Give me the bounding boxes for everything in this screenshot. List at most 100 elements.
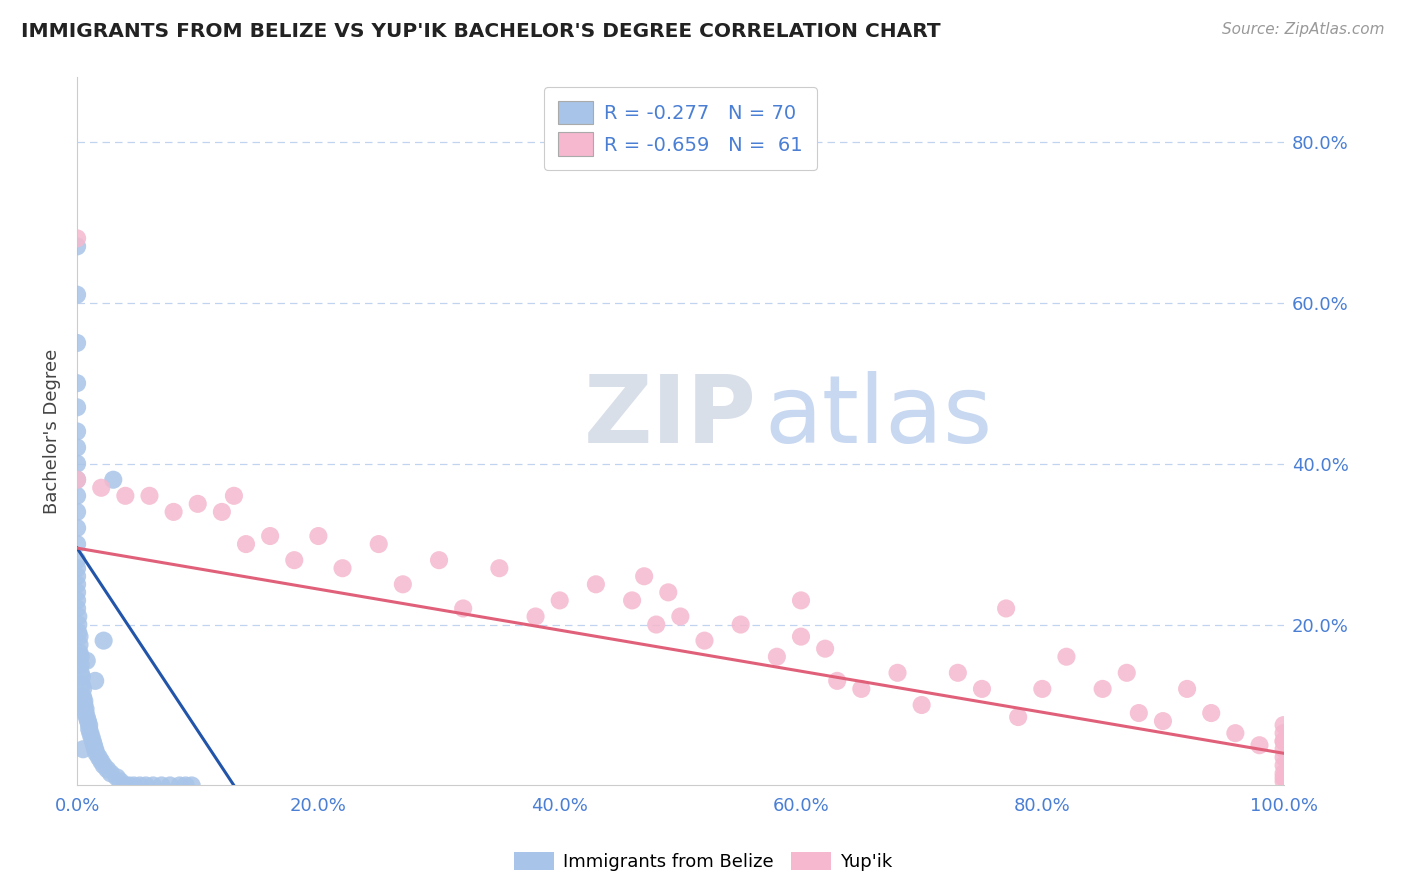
Point	[235, 537, 257, 551]
Point	[1152, 714, 1174, 728]
Point	[66, 473, 89, 487]
Point	[427, 553, 450, 567]
Point	[851, 681, 873, 696]
Text: atlas: atlas	[765, 371, 993, 463]
Point	[77, 722, 100, 736]
Point	[114, 489, 136, 503]
Point	[86, 746, 108, 760]
Text: IMMIGRANTS FROM BELIZE VS YUP'IK BACHELOR'S DEGREE CORRELATION CHART: IMMIGRANTS FROM BELIZE VS YUP'IK BACHELO…	[21, 22, 941, 41]
Point	[169, 779, 191, 793]
Point	[1272, 742, 1295, 756]
Point	[645, 617, 668, 632]
Point	[77, 714, 100, 728]
Point	[1054, 649, 1077, 664]
Point	[69, 646, 91, 660]
Point	[1091, 681, 1114, 696]
Point	[73, 698, 96, 712]
Point	[114, 779, 136, 793]
Point	[766, 649, 789, 664]
Point	[67, 617, 90, 632]
Point	[84, 673, 107, 688]
Point	[75, 706, 97, 720]
Point	[135, 779, 157, 793]
Point	[90, 481, 112, 495]
Point	[1272, 734, 1295, 748]
Point	[790, 630, 813, 644]
Point	[730, 617, 752, 632]
Point	[66, 425, 89, 439]
Point	[66, 335, 89, 350]
Point	[72, 742, 94, 756]
Point	[669, 609, 692, 624]
Point	[66, 441, 89, 455]
Point	[1272, 726, 1295, 740]
Point	[138, 489, 160, 503]
Point	[66, 401, 89, 415]
Point	[110, 774, 132, 789]
Point	[1272, 774, 1295, 789]
Point	[66, 577, 89, 591]
Point	[96, 763, 118, 777]
Point	[174, 779, 197, 793]
Point	[995, 601, 1018, 615]
Point	[66, 585, 89, 599]
Point	[66, 376, 89, 391]
Point	[70, 678, 93, 692]
Point	[488, 561, 510, 575]
Point	[1272, 718, 1295, 732]
Point	[307, 529, 329, 543]
Point	[1249, 738, 1271, 752]
Point	[93, 633, 115, 648]
Point	[657, 585, 679, 599]
Point	[150, 779, 173, 793]
Point	[1272, 734, 1295, 748]
Point	[75, 702, 97, 716]
Point	[886, 665, 908, 680]
Point	[392, 577, 415, 591]
Point	[911, 698, 934, 712]
Point	[118, 779, 141, 793]
Point	[633, 569, 655, 583]
Text: ZIP: ZIP	[583, 371, 756, 463]
Point	[548, 593, 571, 607]
Point	[66, 287, 89, 301]
Point	[100, 766, 122, 780]
Point	[93, 758, 115, 772]
Point	[72, 681, 94, 696]
Point	[66, 593, 89, 607]
Point	[1031, 681, 1053, 696]
Point	[72, 690, 94, 704]
Point	[69, 638, 91, 652]
Point	[825, 673, 848, 688]
Point	[87, 750, 110, 764]
Point	[66, 521, 89, 535]
Point	[66, 569, 89, 583]
Legend: Immigrants from Belize, Yup'ik: Immigrants from Belize, Yup'ik	[506, 845, 900, 879]
Point	[79, 726, 101, 740]
Point	[162, 505, 184, 519]
Point	[1199, 706, 1222, 720]
Point	[83, 738, 105, 752]
Point	[159, 779, 181, 793]
Point	[1272, 758, 1295, 772]
Point	[180, 779, 202, 793]
Point	[67, 625, 90, 640]
Point	[211, 505, 233, 519]
Point	[69, 630, 91, 644]
Point	[128, 779, 150, 793]
Point	[69, 649, 91, 664]
Point	[66, 231, 89, 245]
Point	[1175, 681, 1198, 696]
Point	[946, 665, 969, 680]
Point	[259, 529, 281, 543]
Point	[187, 497, 209, 511]
Text: Source: ZipAtlas.com: Source: ZipAtlas.com	[1222, 22, 1385, 37]
Point	[66, 601, 89, 615]
Point	[790, 593, 813, 607]
Point	[70, 670, 93, 684]
Point	[66, 553, 89, 567]
Point	[222, 489, 245, 503]
Point	[66, 489, 89, 503]
Point	[332, 561, 354, 575]
Point	[451, 601, 474, 615]
